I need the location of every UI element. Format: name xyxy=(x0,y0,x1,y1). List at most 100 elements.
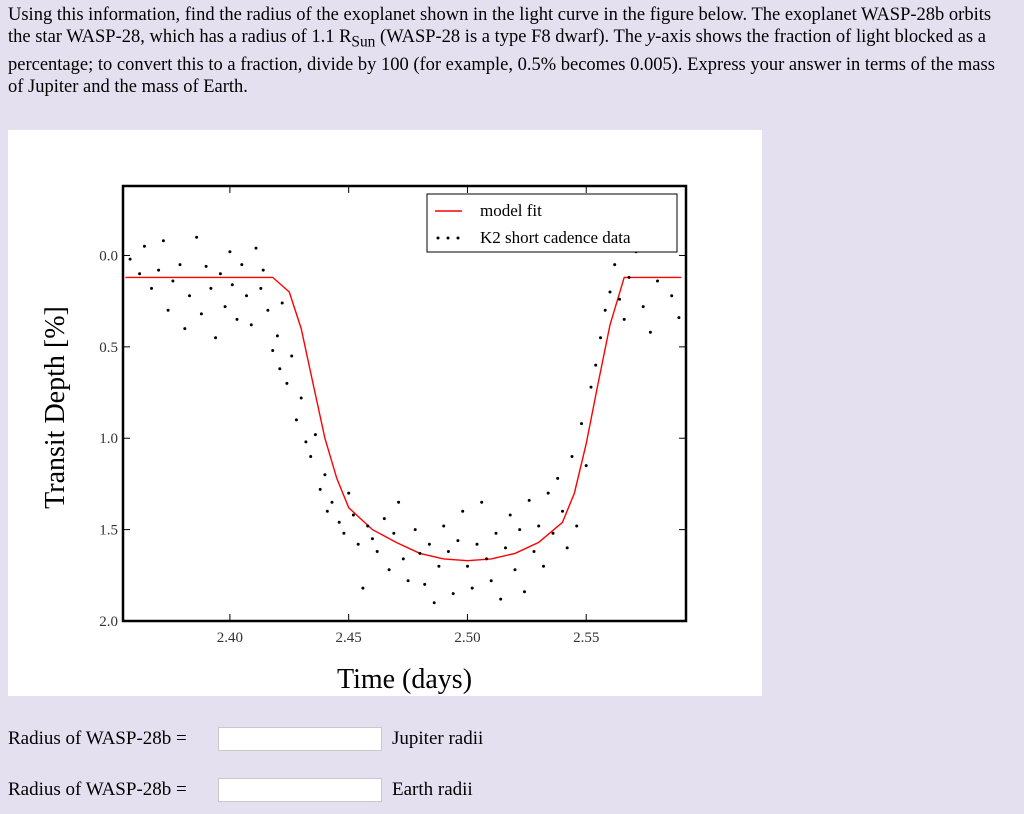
light-curve-chart: 2.40 2.45 2.50 2.55 0.0 0.5 1.0 1.5 2.0 Time (day… xyxy=(40,184,688,695)
answer-label: Radius of WASP-28b = xyxy=(8,728,187,749)
radius-earth-input[interactable] xyxy=(218,778,382,802)
data-point xyxy=(280,301,284,305)
data-point xyxy=(641,305,645,309)
subscript-sun: Sun xyxy=(351,33,376,51)
y-tick-label: 0.0 xyxy=(99,248,118,264)
data-point xyxy=(406,579,410,583)
data-point xyxy=(392,531,396,535)
data-point xyxy=(627,275,631,279)
data-point xyxy=(347,491,351,495)
data-point xyxy=(537,524,541,528)
data-point xyxy=(532,550,536,553)
data-point xyxy=(387,568,391,572)
data-point xyxy=(475,542,479,546)
data-point xyxy=(249,323,253,327)
data-point xyxy=(622,317,626,321)
data-point xyxy=(427,542,431,546)
data-point xyxy=(401,557,405,561)
data-point xyxy=(570,455,574,458)
data-point xyxy=(157,268,161,272)
x-tick-label: 2.50 xyxy=(454,630,480,646)
question-part-1: Using this information, find the radius … xyxy=(8,5,992,47)
data-point xyxy=(299,396,303,400)
data-point xyxy=(518,528,522,532)
data-point xyxy=(230,283,234,287)
data-point xyxy=(561,509,564,513)
data-point xyxy=(325,509,329,513)
question-part-2: (WASP-28 is a type F8 dwarf). The xyxy=(375,27,647,47)
data-point xyxy=(499,597,503,601)
data-point xyxy=(466,564,469,568)
legend-label-k2-data: K2 short cadence data xyxy=(480,228,631,247)
data-point xyxy=(542,564,545,568)
question-text: Using this information, find the radius … xyxy=(8,4,1013,98)
data-point xyxy=(413,528,417,532)
data-point xyxy=(446,550,450,553)
data-point xyxy=(171,279,175,283)
data-point xyxy=(513,568,517,572)
data-point xyxy=(418,551,422,555)
data-point xyxy=(599,336,602,340)
question-part-3: -axis shows the fraction of light blocke… xyxy=(8,27,995,97)
data-point xyxy=(138,272,142,276)
data-point xyxy=(178,263,182,267)
data-point xyxy=(494,531,498,535)
data-point xyxy=(461,509,465,513)
data-point xyxy=(670,294,674,298)
data-point xyxy=(228,250,232,254)
y-tick-label: 1.0 xyxy=(99,431,118,447)
model-fit-line xyxy=(125,276,682,562)
data-point xyxy=(313,433,317,437)
data-point xyxy=(523,590,526,594)
data-point xyxy=(214,336,218,340)
data-point xyxy=(356,542,360,546)
data-point xyxy=(142,244,146,248)
data-point xyxy=(580,422,583,426)
data-point xyxy=(575,524,579,528)
data-point xyxy=(235,317,239,321)
data-point xyxy=(304,440,308,444)
data-point xyxy=(323,473,327,477)
data-point xyxy=(199,312,203,316)
data-point xyxy=(489,579,493,583)
data-point xyxy=(584,464,588,468)
data-point xyxy=(204,264,208,268)
data-point xyxy=(608,290,612,294)
data-point xyxy=(613,263,617,267)
data-point xyxy=(648,330,652,334)
legend-data-swatch xyxy=(436,236,440,240)
data-point xyxy=(209,286,213,290)
data-point xyxy=(128,257,132,261)
data-point xyxy=(594,363,598,367)
data-point xyxy=(556,476,560,480)
x-tick-label: 2.55 xyxy=(573,630,599,646)
data-point xyxy=(245,294,248,298)
data-point xyxy=(195,235,199,239)
x-tick-label: 2.45 xyxy=(336,630,362,646)
data-point xyxy=(565,546,569,550)
answer-row-jupiter: Radius of WASP-28b = Jupiter radii xyxy=(8,725,483,753)
data-point xyxy=(351,513,355,517)
data-point xyxy=(278,367,282,371)
y-tick-label: 1.5 xyxy=(99,523,118,539)
data-point xyxy=(589,385,593,389)
data-point xyxy=(397,500,401,504)
light-curve-figure: 2.40 2.45 2.50 2.55 0.0 0.5 1.0 1.5 2.0 Time (day… xyxy=(8,130,762,696)
data-point xyxy=(342,531,346,535)
data-point xyxy=(437,564,441,568)
answer-label: Radius of WASP-28b = xyxy=(8,779,187,800)
data-point xyxy=(451,592,455,596)
data-point xyxy=(166,308,170,312)
data-point xyxy=(150,286,153,290)
data-point xyxy=(677,316,681,320)
data-point xyxy=(370,537,374,541)
unit-label: Jupiter radii xyxy=(392,728,484,749)
data-point xyxy=(261,268,265,272)
data-point xyxy=(485,557,488,561)
data-point xyxy=(290,354,294,358)
data-point xyxy=(382,517,386,521)
radius-jupiter-input[interactable] xyxy=(218,727,382,751)
data-point xyxy=(223,305,227,309)
data-point xyxy=(432,601,436,605)
data-point xyxy=(271,349,275,352)
